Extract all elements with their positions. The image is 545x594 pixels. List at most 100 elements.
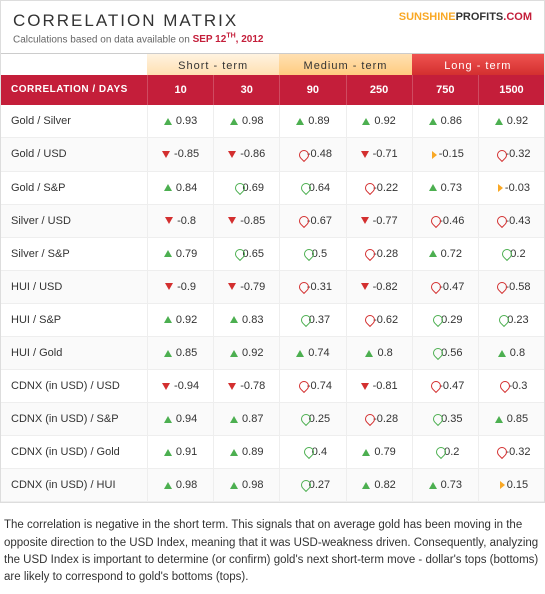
cell-value: -0.43 <box>505 215 530 227</box>
arrow-up-icon <box>429 482 437 489</box>
curve-down-icon <box>294 381 304 391</box>
cell-value: 0.94 <box>176 413 197 425</box>
cell: 0.89 <box>279 105 345 137</box>
cell-value: 0.29 <box>441 314 462 326</box>
data-body: Gold / Silver0.930.980.890.920.860.92Gol… <box>1 105 544 502</box>
date: SEP 12TH, 2012 <box>193 34 264 45</box>
cell-value: 0.83 <box>242 314 263 326</box>
arrow-down-icon <box>361 283 369 290</box>
cell-value: -0.81 <box>373 380 398 392</box>
head-cell: 1500 <box>478 75 544 105</box>
cell-value: -0.71 <box>373 149 398 161</box>
head-cell: 750 <box>412 75 478 105</box>
term-long: Long - term <box>412 54 544 75</box>
table-row: CDNX (in USD) / USD-0.94-0.78-0.74-0.81-… <box>1 370 544 403</box>
cell-value: -0.67 <box>307 215 332 227</box>
cell-value: 0.98 <box>242 115 263 127</box>
table-row: HUI / S&P0.920.830.37-0.620.290.23 <box>1 304 544 337</box>
cell: 0.8 <box>346 337 412 369</box>
cell-value: 0.69 <box>243 182 264 194</box>
cell-value: -0.79 <box>240 281 265 293</box>
table-row: Silver / USD-0.8-0.85-0.67-0.77-0.46-0.4… <box>1 205 544 238</box>
head-cell: 10 <box>147 75 213 105</box>
curve-up-icon <box>296 480 306 490</box>
arrow-up-icon <box>164 416 172 423</box>
cell: 0.93 <box>147 105 213 137</box>
row-label: Silver / USD <box>1 205 147 237</box>
curve-down-icon <box>360 249 370 259</box>
cell-value: 0.73 <box>441 479 462 491</box>
arrow-up-icon <box>362 449 370 456</box>
cell: -0.28 <box>346 238 412 270</box>
logo-sun: SUNSHINE <box>399 11 456 23</box>
footer-text: The correlation is negative in the short… <box>0 503 545 594</box>
cell-value: -0.62 <box>373 314 398 326</box>
cell-value: 0.84 <box>176 182 197 194</box>
cell: 0.56 <box>412 337 478 369</box>
cell: -0.47 <box>412 370 478 402</box>
cell: 0.2 <box>412 436 478 468</box>
cell: 0.82 <box>346 469 412 501</box>
cell-value: 0.79 <box>176 248 197 260</box>
cell: -0.31 <box>279 271 345 303</box>
cell: 0.89 <box>213 436 279 468</box>
cell: 0.65 <box>213 238 279 270</box>
curve-up-icon <box>296 315 306 325</box>
arrow-down-icon <box>162 151 170 158</box>
curve-down-icon <box>294 282 304 292</box>
curve-up-icon <box>299 249 309 259</box>
cell-value: 0.23 <box>507 314 528 326</box>
cell: -0.81 <box>346 370 412 402</box>
cell: -0.62 <box>346 304 412 336</box>
arrow-up-icon <box>296 118 304 125</box>
cell: 0.92 <box>213 337 279 369</box>
cell-value: -0.58 <box>505 281 530 293</box>
cell-value: 0.98 <box>176 479 197 491</box>
arrow-up-icon <box>230 416 238 423</box>
cell-value: 0.92 <box>242 347 263 359</box>
cell: -0.46 <box>412 205 478 237</box>
term-short: Short - term <box>147 54 279 75</box>
cell: -0.58 <box>478 271 544 303</box>
arrow-up-icon <box>230 449 238 456</box>
arrow-down-icon <box>165 283 173 290</box>
cell-value: 0.85 <box>176 347 197 359</box>
cell-value: 0.98 <box>242 479 263 491</box>
cell: 0.4 <box>279 436 345 468</box>
header: CORRELATION MATRIX Calculations based on… <box>1 1 544 54</box>
cell: -0.71 <box>346 138 412 170</box>
arrow-up-icon <box>296 350 304 357</box>
row-label: CDNX (in USD) / Gold <box>1 436 147 468</box>
cell: 0.25 <box>279 403 345 435</box>
subtitle: Calculations based on data available on … <box>13 33 399 45</box>
arrow-up-icon <box>362 118 370 125</box>
cell: 0.72 <box>412 238 478 270</box>
arrow-up-icon <box>495 416 503 423</box>
curve-down-icon <box>492 150 502 160</box>
cell-value: -0.32 <box>505 149 530 161</box>
cell: 0.29 <box>412 304 478 336</box>
curve-up-icon <box>431 447 441 457</box>
curve-down-icon <box>492 447 502 457</box>
cell-value: 0.74 <box>308 347 329 359</box>
table-row: Gold / S&P0.840.690.64-0.220.73-0.03 <box>1 172 544 205</box>
term-row: Short - term Medium - term Long - term <box>1 54 544 75</box>
curve-down-icon <box>492 216 502 226</box>
cell: 0.92 <box>147 304 213 336</box>
cell: 0.98 <box>213 469 279 501</box>
curve-up-icon <box>296 183 306 193</box>
cell: -0.85 <box>147 138 213 170</box>
cell: 0.92 <box>346 105 412 137</box>
arrow-up-icon <box>498 350 506 357</box>
cell: -0.43 <box>478 205 544 237</box>
curve-up-icon <box>428 348 438 358</box>
curve-down-icon <box>426 381 436 391</box>
curve-down-icon <box>492 282 502 292</box>
cell: 0.5 <box>279 238 345 270</box>
table-row: HUI / USD-0.9-0.79-0.31-0.82-0.47-0.58 <box>1 271 544 304</box>
cell: 0.94 <box>147 403 213 435</box>
cell-value: -0.32 <box>505 446 530 458</box>
cell-value: 0.85 <box>507 413 528 425</box>
arrow-down-icon <box>165 217 173 224</box>
cell-value: 0.27 <box>309 479 330 491</box>
